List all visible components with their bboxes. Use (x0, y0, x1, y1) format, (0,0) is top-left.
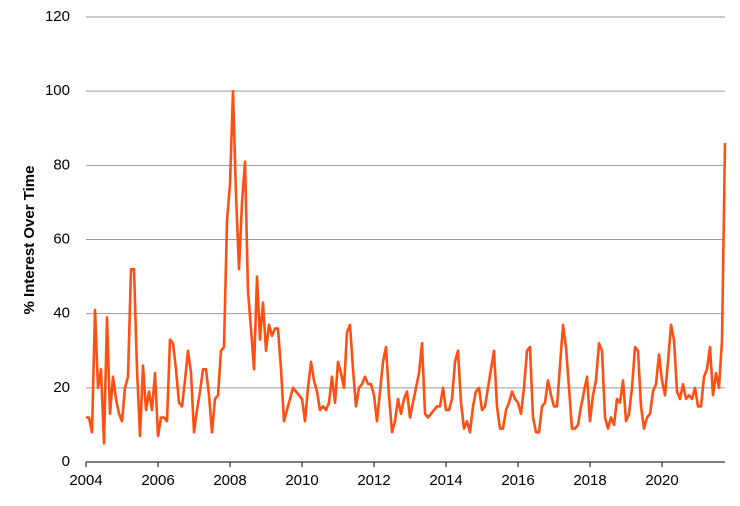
y-tick-label: 80 (53, 156, 70, 173)
x-tick-label: 2008 (213, 472, 246, 489)
x-tick-label: 2004 (69, 472, 102, 489)
y-tick-label: 20 (53, 379, 70, 396)
y-tick-label: 120 (45, 8, 70, 25)
x-tick-label: 2012 (357, 472, 390, 489)
x-tick-label: 2010 (285, 472, 318, 489)
x-tick-label: 2020 (645, 472, 678, 489)
x-tick-label: 2016 (501, 472, 534, 489)
line-series (86, 89, 727, 445)
y-tick-label: 40 (53, 305, 70, 322)
x-tick-label: 2006 (141, 472, 174, 489)
y-tick-label: 60 (53, 230, 70, 247)
y-tick-label: 100 (45, 82, 70, 99)
y-tick-label: 0 (62, 453, 70, 470)
x-tick-label: 2014 (429, 472, 462, 489)
x-tick-label: 2018 (573, 472, 606, 489)
y-axis-label: % Interest Over Time (21, 166, 38, 315)
